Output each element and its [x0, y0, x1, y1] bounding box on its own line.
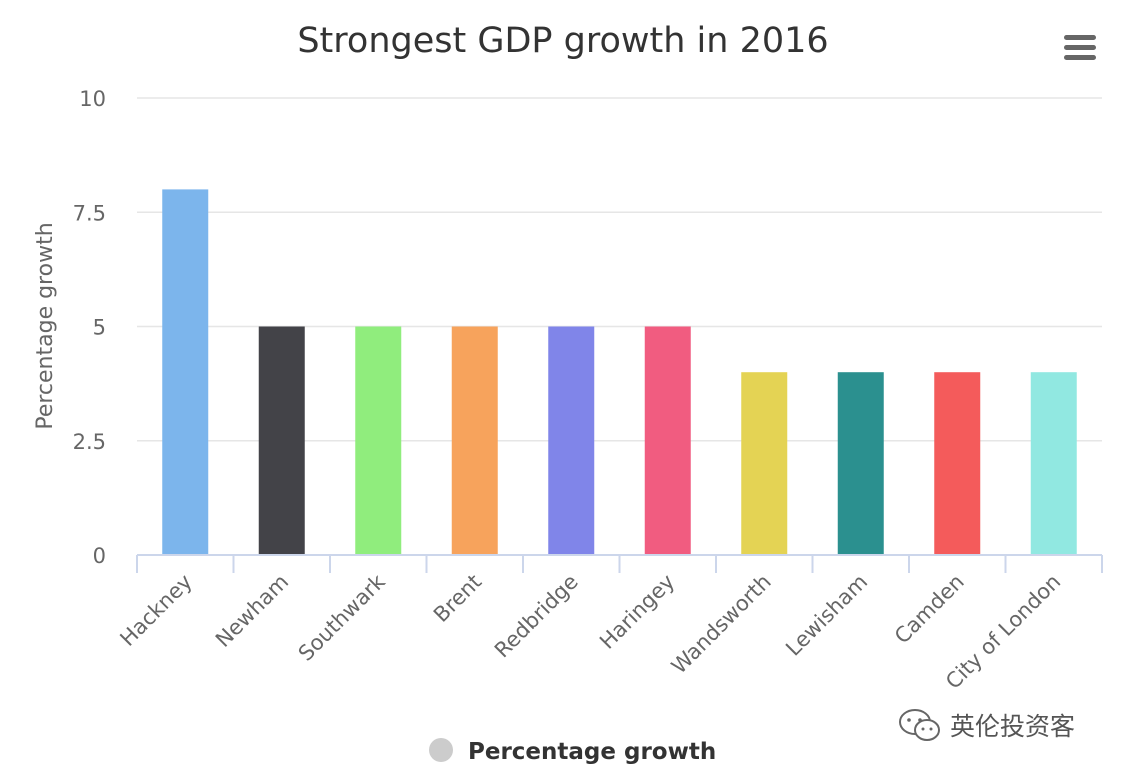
y-tick-label: 0 — [93, 544, 106, 568]
y-tick-label: 7.5 — [73, 201, 106, 225]
x-tick-label: Southwark — [294, 569, 391, 666]
hamburger-menu-icon — [1064, 55, 1096, 60]
bar-wandsworth[interactable] — [741, 372, 788, 555]
x-tick-label: Lewisham — [781, 570, 872, 661]
bar-series — [162, 189, 1077, 555]
bar-lewisham[interactable] — [837, 372, 884, 555]
x-tick-label: Newham — [211, 570, 293, 652]
y-tick-label: 10 — [79, 87, 106, 111]
x-tick-label: Brent — [429, 570, 486, 627]
y-axis-title: Percentage growth — [33, 222, 58, 429]
legend-marker — [429, 738, 453, 762]
hamburger-menu-icon — [1064, 45, 1096, 50]
chart-menu-button[interactable] — [1058, 28, 1102, 66]
legend-label-percentage-growth[interactable]: Percentage growth — [468, 739, 716, 765]
bar-camden[interactable] — [934, 372, 981, 555]
x-tick-label: Wandsworth — [667, 570, 776, 679]
x-axis-labels: Hackney Newham Southwark Brent Redbridge Hari… — [115, 569, 1065, 694]
watermark: 英伦投资客 — [898, 706, 1075, 744]
x-tick-label: Camden — [890, 570, 969, 649]
bar-brent[interactable] — [451, 326, 498, 556]
y-tick-label: 5 — [93, 316, 106, 340]
x-tick-label: Haringey — [595, 570, 679, 654]
wechat-icon — [899, 709, 940, 741]
y-tick-label: 2.5 — [73, 430, 106, 454]
bar-southwark[interactable] — [355, 326, 402, 556]
bar-city-of-london[interactable] — [1030, 372, 1077, 555]
bar-hackney[interactable] — [162, 189, 209, 555]
x-tick-label: Redbridge — [490, 570, 583, 663]
y-axis-ticks: 0 2.5 5 7.5 10 — [73, 87, 106, 568]
chart-title: Strongest GDP growth in 2016 — [297, 21, 828, 61]
bar-newham[interactable] — [258, 326, 305, 556]
x-axis — [136, 554, 1103, 573]
watermark-text: 英伦投资客 — [950, 712, 1076, 741]
legend[interactable]: Percentage growth — [429, 738, 716, 765]
bar-haringey[interactable] — [644, 326, 691, 556]
x-tick-label: Hackney — [115, 570, 196, 651]
hamburger-menu-icon — [1064, 35, 1096, 40]
bar-redbridge[interactable] — [548, 326, 595, 556]
